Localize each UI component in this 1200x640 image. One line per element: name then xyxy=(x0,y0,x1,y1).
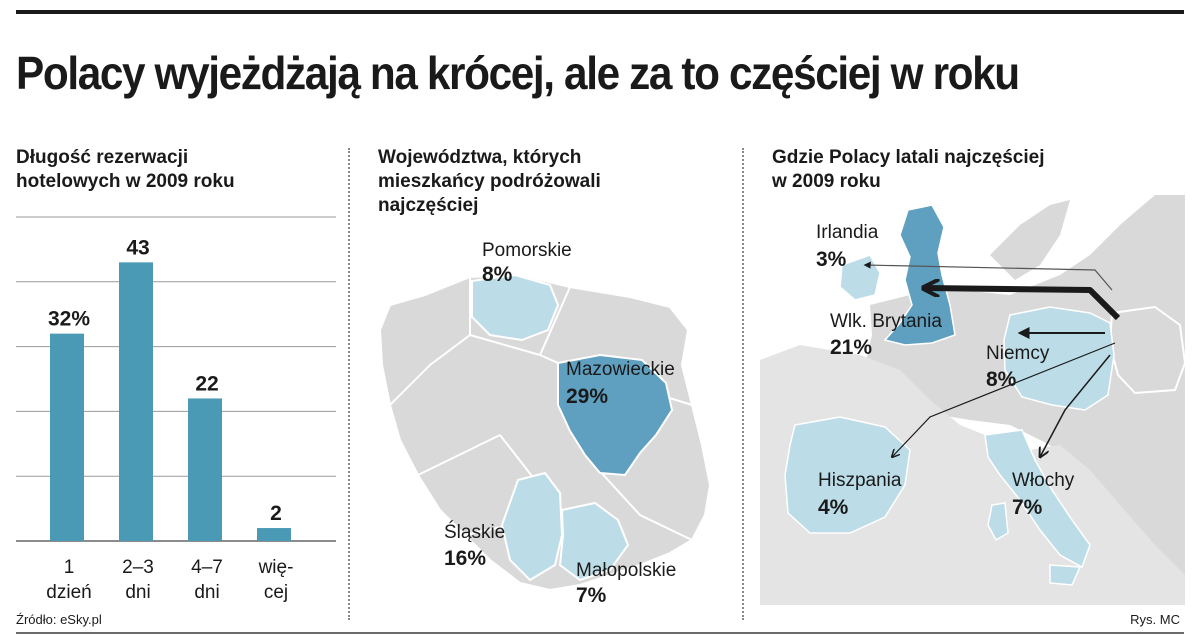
arrow-italy xyxy=(1040,354,1111,457)
top-rule xyxy=(16,10,1184,14)
divider-2 xyxy=(742,148,744,620)
panel3-title: Gdzie Polacy latali najczęściej w 2009 r… xyxy=(772,146,1044,194)
country-great-britain xyxy=(883,204,956,346)
category-label: dzień xyxy=(46,582,91,603)
page-title: Polacy wyjeżdżają na krócej, ale za to c… xyxy=(16,47,1020,99)
arrow-spain xyxy=(892,342,1116,457)
category-label: cej xyxy=(264,582,288,603)
country-italy xyxy=(984,429,1091,569)
credit-note: Rys. MC xyxy=(1130,612,1180,627)
country-pct-ireland: 3% xyxy=(816,248,847,271)
panel1-title: Długość rezerwacji hotelowych w 2009 rok… xyxy=(16,146,235,194)
country-spain xyxy=(784,416,911,534)
bar-value-label: 32% xyxy=(48,308,90,331)
panel1-title-line1: Długość rezerwacji xyxy=(16,147,189,168)
country-pct-great-britain: 21% xyxy=(830,336,873,359)
category-label: dni xyxy=(125,582,150,603)
bottom-rule xyxy=(16,632,1184,634)
country-pct-spain: 4% xyxy=(818,496,849,519)
bar-chart: 32% 1 dzień 43 2–3 dni 22 4–7 dni 2 wię-cej xyxy=(16,216,336,603)
bar xyxy=(257,528,291,541)
source-note: Źródło: eSky.pl xyxy=(16,612,102,627)
panel2-title-line3: najczęściej xyxy=(378,195,479,216)
category-label: 2–3 xyxy=(122,557,154,578)
region-slaskie xyxy=(500,471,564,582)
panel1-title-line2: hotelowych w 2009 roku xyxy=(16,171,235,192)
bar-value-label: 2 xyxy=(270,502,282,525)
bar-value-label: 22 xyxy=(195,372,218,395)
country-pct-italy: 7% xyxy=(1012,496,1043,519)
category-label: dni xyxy=(194,582,219,603)
panel2-title: Województwa, których mieszkańcy podróżow… xyxy=(378,146,601,218)
country-pct-germany: 8% xyxy=(986,368,1017,391)
country-label-spain: Hiszpania xyxy=(818,470,902,491)
europe-map xyxy=(760,195,1185,605)
country-label-great-britain: Wlk. Brytania xyxy=(830,311,942,332)
continent-scandinavia xyxy=(990,200,1070,280)
country-label-ireland: Irlandia xyxy=(816,222,879,243)
panel3-title-line2: w 2009 roku xyxy=(772,171,881,192)
region-pomorskie xyxy=(471,273,560,342)
category-label: 1 xyxy=(64,557,75,578)
country-label-italy: Włochy xyxy=(1012,470,1075,491)
region-mazowieckie xyxy=(557,353,674,477)
country-label-germany: Niemcy xyxy=(986,343,1050,364)
bar xyxy=(188,398,222,541)
arrow-ireland xyxy=(863,261,1113,291)
arrow-great-britain xyxy=(925,288,1121,321)
region-malopolskie xyxy=(558,501,630,582)
region-label-mazowieckie: Mazowieckie xyxy=(566,359,675,380)
bar xyxy=(50,333,84,541)
panel2-title-line1: Województwa, których xyxy=(378,147,582,168)
panel2-title-line2: mieszkańcy podróżowali xyxy=(378,171,601,192)
region-label-malopolskie: Małopolskie xyxy=(576,560,677,581)
poland-inner-borders xyxy=(389,277,693,541)
bar-value-label: 43 xyxy=(126,236,149,259)
category-label: wię- xyxy=(258,557,294,578)
panel3-title-line1: Gdzie Polacy latali najczęściej xyxy=(772,147,1045,168)
category-label: 4–7 xyxy=(191,557,223,578)
country-sicily xyxy=(1049,564,1082,586)
country-sardinia xyxy=(987,502,1009,542)
region-label-pomorskie: Pomorskie xyxy=(482,240,572,261)
region-pct-malopolskie: 7% xyxy=(576,584,607,607)
region-pct-mazowieckie: 29% xyxy=(566,385,609,408)
bar xyxy=(119,262,153,541)
divider-1 xyxy=(348,148,350,620)
poland-map xyxy=(378,273,712,592)
region-pct-slaskie: 16% xyxy=(444,547,487,570)
region-label-slaskie: Śląskie xyxy=(444,522,506,543)
poland-outline xyxy=(378,273,712,592)
region-pct-pomorskie: 8% xyxy=(482,263,513,286)
